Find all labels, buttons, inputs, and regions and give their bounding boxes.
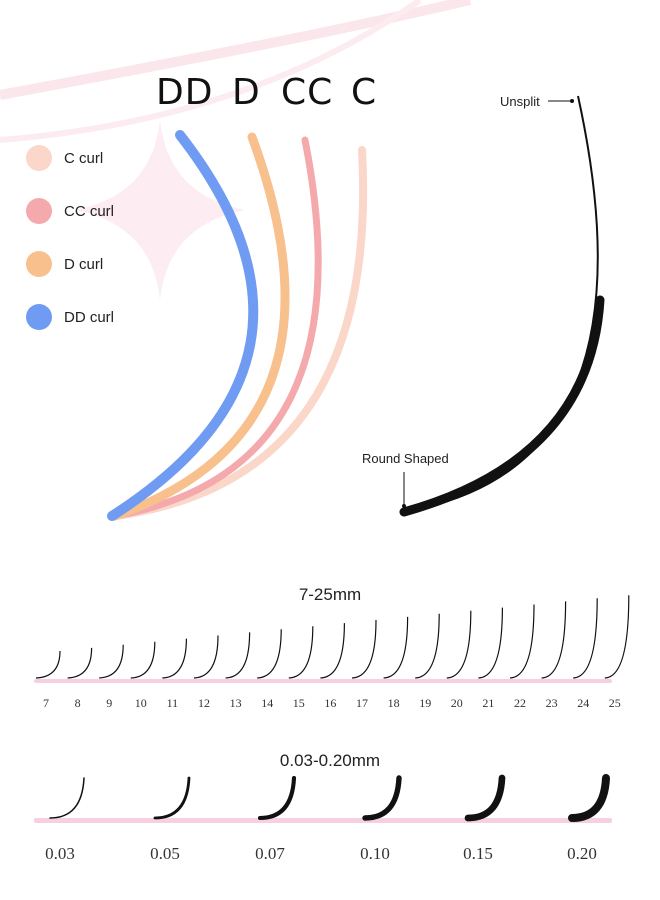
single-lash-base xyxy=(399,295,605,517)
length-label-12: 12 xyxy=(198,696,210,710)
thickness-lash-0.07 xyxy=(257,775,297,821)
curl-header-cc: CC xyxy=(281,72,334,113)
callout-dot-unsplit xyxy=(570,99,574,103)
thickness-lash-row xyxy=(34,774,612,823)
length-label-13: 13 xyxy=(229,696,242,710)
length-label-11: 11 xyxy=(166,696,179,710)
length-label-14: 14 xyxy=(261,696,274,710)
thickness-lash-0.03 xyxy=(49,777,85,819)
length-label-16: 16 xyxy=(324,696,337,710)
length-lash-12 xyxy=(193,635,219,679)
cc-curl-lash xyxy=(111,136,322,520)
single-lash xyxy=(401,95,599,513)
legend-dot-dd-curl xyxy=(26,304,52,330)
thickness-label-0.07: 0.07 xyxy=(255,844,285,863)
length-label-17: 17 xyxy=(356,696,368,710)
length-lash-20 xyxy=(446,610,472,679)
length-label-15: 15 xyxy=(292,696,305,710)
length-lash-7 xyxy=(35,650,61,679)
background-decoration xyxy=(0,0,472,300)
thickness-lash-0.05 xyxy=(153,776,191,820)
thickness-pink-bar xyxy=(34,818,612,823)
background-arc xyxy=(0,0,422,143)
callout-unsplit: Unsplit xyxy=(500,94,540,109)
length-label-19: 19 xyxy=(419,696,432,710)
length-lash-19 xyxy=(415,613,440,679)
curl-header-d: D xyxy=(232,72,261,113)
legend-dot-d-curl xyxy=(26,251,52,277)
length-lash-15 xyxy=(288,626,314,679)
length-section-title: 7-25mm xyxy=(298,585,362,604)
length-lash-16 xyxy=(320,623,345,679)
curl-header-dd: DD xyxy=(156,72,214,113)
background-arc xyxy=(0,0,472,100)
length-lash-21 xyxy=(478,607,503,679)
thickness-lash-0.20 xyxy=(568,774,610,822)
curl-header-c: C xyxy=(351,72,378,113)
legend-label-c-curl: C curl xyxy=(64,150,104,167)
legend-dot-c-curl xyxy=(26,145,52,171)
legend-dot-cc-curl xyxy=(26,198,52,224)
thickness-label-0.05: 0.05 xyxy=(150,844,180,863)
length-lash-row xyxy=(34,595,630,683)
legend-label-dd-curl: DD curl xyxy=(64,309,115,326)
length-label-8: 8 xyxy=(74,696,81,710)
sparkle-icon xyxy=(75,120,245,300)
length-lash-10 xyxy=(130,641,156,679)
single-lash-diagram xyxy=(399,95,605,517)
callout-round-shaped: Round Shaped xyxy=(362,451,449,466)
length-lash-17 xyxy=(351,619,377,679)
thickness-lash-0.10 xyxy=(362,775,402,821)
d-curl-lash xyxy=(110,132,290,521)
thickness-lash-0.15 xyxy=(464,774,506,822)
length-label-9: 9 xyxy=(106,696,113,710)
length-lash-9 xyxy=(99,644,124,679)
thickness-label-0.03: 0.03 xyxy=(45,844,75,863)
length-label-22: 22 xyxy=(514,696,526,710)
length-lash-8 xyxy=(67,647,93,679)
length-lash-22 xyxy=(509,604,535,679)
c-curl-lash xyxy=(111,146,368,520)
legend-label-d-curl: D curl xyxy=(64,256,104,273)
thickness-section-title: 0.03-0.20mm xyxy=(279,751,381,770)
length-label-18: 18 xyxy=(387,696,400,710)
length-lash-24 xyxy=(573,598,598,679)
length-lash-13 xyxy=(225,632,251,679)
length-label-7: 7 xyxy=(43,696,49,710)
length-lash-23 xyxy=(541,601,567,679)
curl-comparison-diagram xyxy=(107,130,368,521)
dd-curl-lash xyxy=(107,130,259,521)
length-pink-bar xyxy=(34,679,612,683)
thickness-label-0.10: 0.10 xyxy=(360,844,390,863)
length-lash-18 xyxy=(383,616,409,679)
length-label-21: 21 xyxy=(482,696,495,710)
length-label-20: 20 xyxy=(450,696,463,710)
length-lash-25 xyxy=(604,595,630,679)
thickness-label-0.15: 0.15 xyxy=(463,844,493,863)
legend-label-cc-curl: CC curl xyxy=(64,203,115,220)
thickness-label-0.20: 0.20 xyxy=(567,844,597,863)
length-label-23: 23 xyxy=(545,696,558,710)
length-label-25: 25 xyxy=(608,696,621,710)
length-label-24: 24 xyxy=(577,696,590,710)
callout-dot-round xyxy=(402,504,406,508)
length-lash-14 xyxy=(257,629,282,679)
length-label-10: 10 xyxy=(134,696,147,710)
length-lash-11 xyxy=(162,638,187,679)
